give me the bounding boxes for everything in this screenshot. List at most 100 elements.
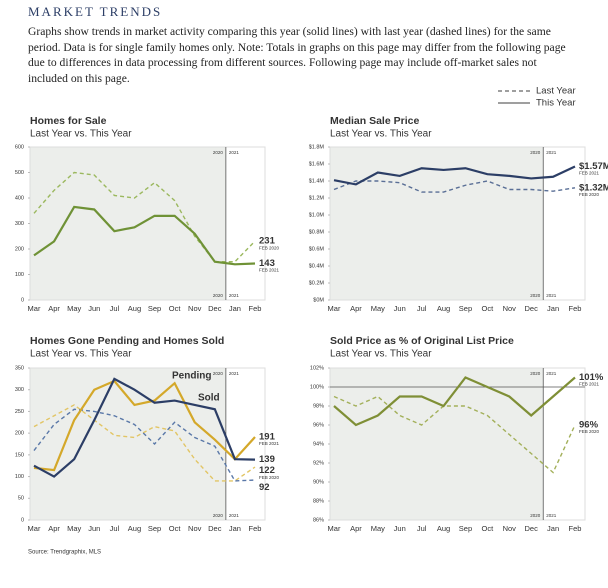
y-tick-label: $1.2M [309,195,325,201]
y-tick-label: 200 [15,431,24,437]
x-tick-label: Mar [328,524,341,533]
x-tick-label: May [371,304,385,313]
chart-subtitle: Last Year vs. This Year [330,129,432,140]
x-tick-label: Dec [525,524,539,533]
y-tick-label: 0 [21,517,24,523]
x-tick-label: Jul [110,524,120,533]
data-label-note: FEB 2020 [579,429,600,434]
annotation: Pending [172,371,211,382]
x-tick-label: Feb [249,524,262,533]
y-tick-label: 300 [15,387,24,393]
x-tick-label: Dec [525,304,539,313]
x-tick-label: Jun [394,524,406,533]
chart-title: Homes Gone Pending and Homes Sold [30,335,224,347]
x-tick-label: Sep [459,524,472,533]
y-tick-label: $0.8M [309,229,325,235]
x-tick-label: Nov [188,304,202,313]
y-tick-label: 50 [18,496,24,502]
chart-subtitle: Last Year vs. This Year [30,129,132,140]
data-label-note: FEB 2021 [579,171,600,176]
y-tick-label: $1.6M [309,161,325,167]
y-tick-label: $1.0M [309,212,325,218]
y-tick-label: 200 [15,246,24,252]
data-label-note: FEB 2020 [259,245,280,250]
data-label-note: FEB 2020 [259,475,280,480]
y-tick-label: 0 [21,297,24,303]
y-tick-label: 250 [15,409,24,415]
y-tick-label: 86% [313,517,324,523]
period-label: 2020 [213,150,224,155]
series-line [33,205,256,266]
data-label: $1.32M [579,182,608,193]
period-label: 2020 [213,513,224,518]
x-tick-label: Mar [28,524,41,533]
series-line [33,377,256,478]
period-label: 2021 [546,371,557,376]
x-tick-label: Aug [128,524,141,533]
series-line [333,395,576,474]
y-tick-label: 100 [15,272,24,278]
period-label: 2020 [530,293,541,298]
x-tick-label: May [67,304,81,313]
y-tick-label: 300 [15,221,24,227]
data-label: 122 [259,465,275,476]
period-label: 2021 [229,513,240,518]
y-tick-label: 600 [15,144,24,150]
y-tick-label: 88% [313,498,324,504]
y-tick-label: $0.4M [309,263,325,269]
x-tick-label: Jan [229,524,241,533]
y-tick-label: 100% [310,384,324,390]
plot-frame [29,367,266,521]
data-label: 139 [259,454,275,465]
period-label: 2021 [229,293,240,298]
x-tick-label: Apr [48,524,60,533]
x-tick-label: Jul [417,524,427,533]
y-tick-label: $1.4M [309,178,325,184]
period-label: 2020 [530,150,541,155]
data-label-note: FEB 2021 [259,441,280,446]
x-tick-label: Feb [569,524,582,533]
y-tick-label: 350 [15,365,24,371]
plot-shade [30,147,226,300]
x-tick-label: Apr [350,304,362,313]
plot-shade [30,368,226,520]
data-label: 191 [259,432,276,443]
x-tick-label: Sep [148,524,161,533]
x-tick-label: Apr [48,304,60,313]
y-tick-label: $1.8M [309,144,325,150]
data-label: 101% [579,372,604,383]
series-line [33,408,256,482]
y-tick-label: 98% [313,403,324,409]
y-tick-label: 150 [15,452,24,458]
x-tick-label: Mar [328,304,341,313]
period-label: 2020 [213,371,224,376]
series-line [33,379,256,472]
data-label: 231 [259,236,276,247]
period-label: 2021 [229,371,240,376]
period-label: 2020 [530,513,541,518]
x-tick-label: Jan [229,304,241,313]
x-tick-label: Sep [459,304,472,313]
y-tick-label: 102% [310,365,324,371]
x-tick-label: Jun [88,524,100,533]
page-title: MARKET TRENDS [28,4,163,19]
x-tick-label: Oct [482,524,495,533]
x-tick-label: Oct [169,304,182,313]
description: Graphs show trends in market activity co… [28,25,566,85]
data-label: 96% [579,420,599,431]
series-line [333,165,576,186]
x-tick-label: Aug [437,304,450,313]
x-tick-label: Dec [208,524,222,533]
data-label-note: FEB 2021 [579,382,600,387]
header: MARKET TRENDS Graphs show trends in mark… [28,4,578,86]
chart-title: Median Sale Price [330,115,419,127]
x-tick-label: Dec [208,304,222,313]
x-tick-label: May [67,524,81,533]
y-tick-label: $0.2M [309,280,325,286]
period-label: 2021 [546,150,557,155]
y-tick-label: 400 [15,195,24,201]
x-tick-label: Aug [437,524,450,533]
chart-subtitle: Last Year vs. This Year [330,349,432,360]
